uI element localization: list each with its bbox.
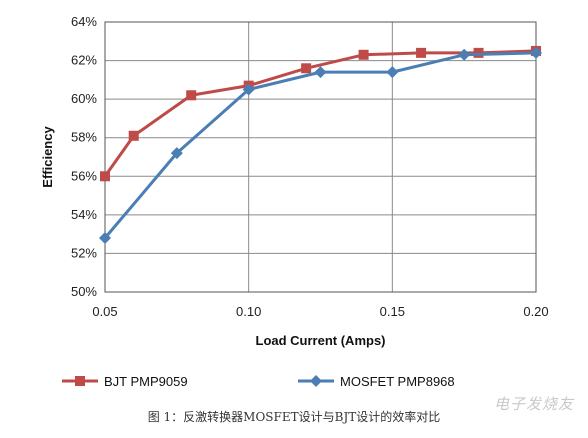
data-point-mosfet xyxy=(170,147,183,160)
x-tick-label: 0.15 xyxy=(380,304,405,319)
plot-area xyxy=(105,22,536,292)
data-point-mosfet xyxy=(242,83,255,96)
legend-marker-bjt xyxy=(75,376,85,386)
data-point-bjt xyxy=(186,90,197,101)
x-tick-label: 0.10 xyxy=(236,304,261,319)
data-point-bjt xyxy=(473,47,484,58)
data-point-bjt xyxy=(100,171,110,182)
data-point-bjt xyxy=(416,47,427,58)
x-tick-label: 0.20 xyxy=(523,304,548,319)
y-tick-label: 56% xyxy=(71,168,97,183)
data-point-mosfet xyxy=(314,66,327,79)
legend-label-bjt: BJT PMP9059 xyxy=(104,374,188,389)
data-point-bjt xyxy=(301,63,312,74)
y-tick-label: 60% xyxy=(71,91,97,106)
data-point-bjt xyxy=(128,130,139,141)
figure-caption: 图 1：反激转换器MOSFET设计与BJT设计的效率对比 xyxy=(147,410,441,424)
data-point-bjt xyxy=(358,49,369,60)
x-tick-label: 0.05 xyxy=(92,304,117,319)
y-tick-label: 54% xyxy=(71,207,97,222)
y-axis-title: Efficiency xyxy=(40,126,55,188)
data-point-mosfet xyxy=(386,66,399,79)
plot-frame xyxy=(104,21,537,293)
y-tick-label: 52% xyxy=(71,245,97,260)
legend-label-mosfet: MOSFET PMP8968 xyxy=(340,374,455,389)
data-point-mosfet xyxy=(530,46,542,59)
legend-marker-mosfet xyxy=(310,375,322,387)
y-tick-label: 64% xyxy=(71,14,97,29)
x-axis-title: Load Current (Amps) xyxy=(256,333,386,348)
y-tick-label: 62% xyxy=(71,53,97,68)
y-tick-label: 50% xyxy=(71,284,97,299)
data-point-mosfet xyxy=(99,232,111,244)
data-point-mosfet xyxy=(458,48,471,61)
watermark-logo: 电子发烧友 xyxy=(493,395,574,413)
y-tick-label: 58% xyxy=(71,130,97,145)
